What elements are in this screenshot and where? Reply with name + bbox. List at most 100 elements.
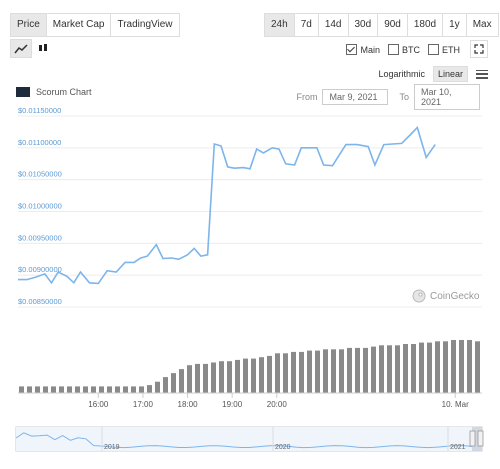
- chart-tabs: Price Market Cap TradingView: [10, 13, 180, 37]
- volume-bar: [387, 345, 392, 393]
- volume-bar: [467, 340, 472, 393]
- volume-bar: [283, 353, 288, 393]
- volume-bar: [339, 349, 344, 393]
- volume-bar: [475, 341, 480, 393]
- price-series-line: [18, 125, 436, 285]
- coingecko-logo-icon: [412, 289, 426, 303]
- x-tick-label: 16:00: [88, 400, 109, 409]
- volume-bar: [403, 344, 408, 393]
- volume-bar: [99, 386, 104, 393]
- menu-icon[interactable]: [476, 69, 488, 79]
- volume-bar: [299, 351, 304, 393]
- navigator-year-label: 2019: [104, 444, 120, 451]
- y-tick-label: $0.01150000: [18, 106, 61, 115]
- volume-bar: [35, 386, 40, 393]
- scale-selector: Logarithmic Linear: [374, 66, 488, 82]
- y-tick-label: $0.00900000: [18, 265, 62, 274]
- navigator-year-label: 2020: [275, 444, 291, 451]
- volume-bar: [307, 350, 312, 393]
- volume-bar: [171, 373, 176, 393]
- volume-bar: [331, 349, 336, 393]
- date-range: From Mar 9, 2021 To Mar 10, 2021: [296, 84, 480, 110]
- volume-bar: [355, 347, 360, 393]
- y-tick-label: $0.01000000: [18, 202, 62, 211]
- x-tick-label: 19:00: [222, 400, 243, 409]
- volume-bar: [219, 361, 224, 393]
- tab-tradingview[interactable]: TradingView: [111, 13, 180, 37]
- candlestick-icon: [39, 43, 47, 51]
- range-selector: 24h 7d 14d 30d 90d 180d 1y Max: [264, 13, 499, 37]
- scorum-logo-icon: [16, 87, 30, 97]
- from-label: From: [296, 92, 318, 102]
- navigator-handle-right[interactable]: [477, 430, 484, 447]
- watermark-text: CoinGecko: [430, 290, 480, 302]
- navigator-series-line: [15, 432, 483, 449]
- range-1y[interactable]: 1y: [443, 13, 467, 37]
- y-tick-label: $0.01050000: [18, 170, 62, 179]
- navigator-fill: [16, 427, 482, 451]
- volume-bar: [267, 355, 272, 393]
- y-tick-label: $0.01100000: [18, 138, 61, 147]
- volume-bar: [59, 386, 64, 393]
- volume-bar: [275, 353, 280, 393]
- volume-bar: [435, 341, 440, 393]
- range-180d[interactable]: 180d: [407, 13, 444, 37]
- range-14d[interactable]: 14d: [318, 13, 349, 37]
- volume-bar: [451, 340, 456, 393]
- volume-bar: [315, 350, 320, 393]
- volume-bar: [211, 362, 216, 393]
- volume-bar: [131, 386, 136, 393]
- toggle-main[interactable]: Main: [346, 44, 380, 55]
- to-date-input[interactable]: Mar 10, 2021: [414, 84, 480, 110]
- volume-bar: [291, 351, 296, 393]
- volume-bar: [83, 386, 88, 393]
- toggle-eth[interactable]: ETH: [428, 44, 460, 55]
- volume-bar: [163, 377, 168, 393]
- volume-bar: [323, 349, 328, 393]
- volume-bar: [107, 386, 112, 393]
- range-30d[interactable]: 30d: [348, 13, 379, 37]
- scale-linear[interactable]: Linear: [432, 66, 468, 82]
- volume-bar: [419, 342, 424, 393]
- checkbox-icon[interactable]: [346, 44, 358, 55]
- x-tick-label: 10. Mar: [442, 400, 469, 409]
- volume-bar: [51, 386, 56, 393]
- fullscreen-button[interactable]: [470, 40, 488, 58]
- checkbox-icon[interactable]: [428, 44, 439, 55]
- chart-title: Scorum Chart: [36, 87, 92, 97]
- volume-bar: [187, 365, 192, 393]
- volume-bar: [395, 345, 400, 393]
- fullscreen-icon: [474, 44, 484, 54]
- navigator-selection[interactable]: [472, 427, 482, 451]
- volume-bar: [43, 386, 48, 393]
- tab-price[interactable]: Price: [10, 13, 47, 37]
- series-toggles: Main BTC ETH: [346, 44, 460, 55]
- volume-bar: [19, 386, 24, 393]
- candlestick-button[interactable]: [33, 39, 53, 56]
- volume-bar: [115, 386, 120, 393]
- volume-bar: [203, 363, 208, 393]
- checkbox-icon[interactable]: [388, 44, 399, 55]
- volume-bar: [123, 386, 128, 393]
- from-date-input[interactable]: Mar 9, 2021: [322, 89, 389, 105]
- navigator-handle-left[interactable]: [469, 430, 476, 447]
- toggle-btc[interactable]: BTC: [388, 44, 420, 55]
- line-chart-button[interactable]: [10, 39, 32, 58]
- navigator-year-label: 2021: [450, 444, 466, 451]
- volume-bar: [27, 386, 32, 393]
- volume-bar: [459, 340, 464, 393]
- volume-bar: [195, 363, 200, 393]
- range-7d[interactable]: 7d: [294, 13, 319, 37]
- range-max[interactable]: Max: [466, 13, 499, 37]
- range-24h[interactable]: 24h: [264, 13, 295, 37]
- volume-bar: [363, 347, 368, 393]
- scale-logarithmic[interactable]: Logarithmic: [378, 69, 425, 79]
- volume-bar: [259, 357, 264, 393]
- toggle-eth-label: ETH: [442, 44, 460, 55]
- range-90d[interactable]: 90d: [378, 13, 408, 37]
- to-label: To: [399, 92, 409, 102]
- volume-bar: [243, 358, 248, 394]
- tab-market-cap[interactable]: Market Cap: [46, 13, 112, 37]
- y-tick-label: $0.00850000: [18, 297, 62, 306]
- volume-bar: [75, 386, 80, 393]
